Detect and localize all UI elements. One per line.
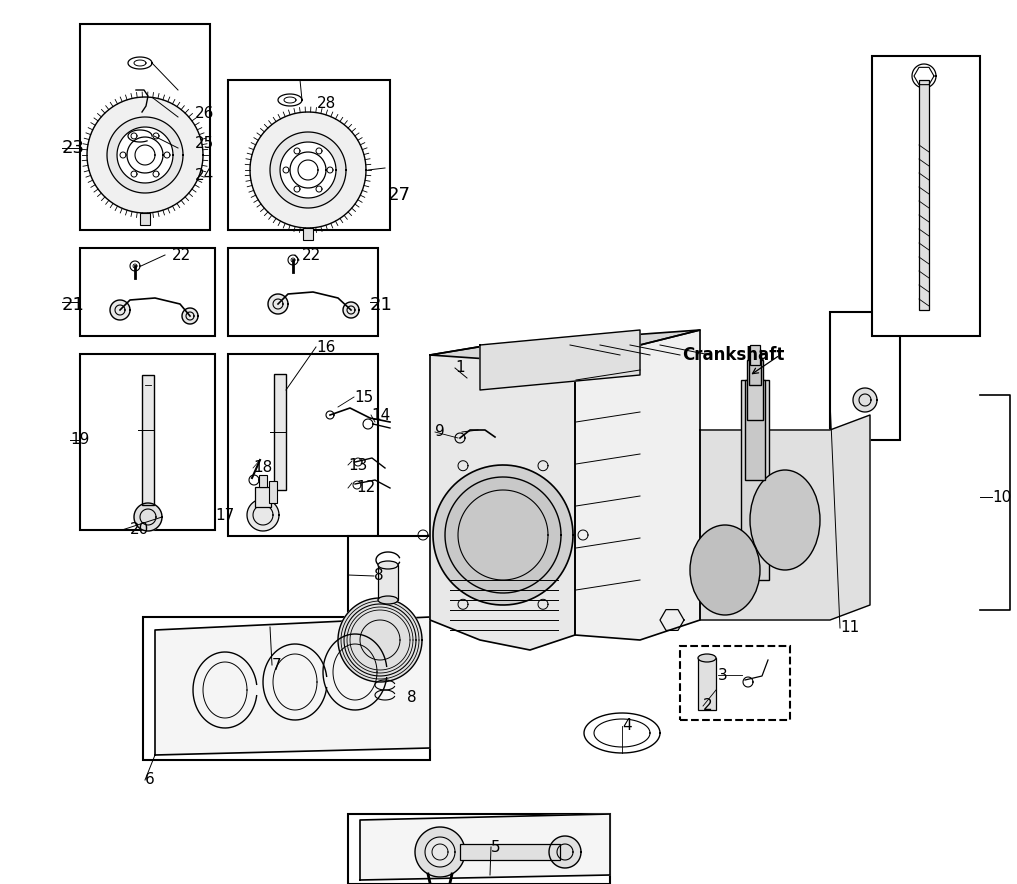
Bar — [378, 565, 398, 600]
Bar — [270, 481, 277, 503]
Bar — [741, 380, 769, 580]
Polygon shape — [343, 302, 359, 318]
Text: 14: 14 — [371, 408, 391, 423]
Bar — [745, 380, 765, 480]
Text: 21: 21 — [62, 296, 84, 314]
Polygon shape — [700, 415, 870, 620]
Text: 21: 21 — [370, 296, 393, 314]
Polygon shape — [433, 465, 573, 605]
Text: 8: 8 — [374, 568, 383, 583]
Polygon shape — [575, 330, 700, 640]
Polygon shape — [430, 345, 575, 650]
Polygon shape — [134, 503, 162, 531]
Bar — [348, 536, 440, 620]
Text: 11: 11 — [840, 621, 859, 636]
Ellipse shape — [690, 525, 760, 615]
Polygon shape — [480, 330, 640, 390]
Text: 8: 8 — [407, 690, 417, 705]
Text: 5: 5 — [491, 840, 500, 855]
Polygon shape — [107, 117, 183, 193]
Ellipse shape — [378, 561, 398, 569]
Bar — [140, 213, 149, 225]
Text: 28: 28 — [317, 96, 337, 111]
Bar — [750, 345, 760, 365]
Text: 23: 23 — [62, 139, 85, 157]
Polygon shape — [117, 127, 173, 183]
Bar — [274, 374, 286, 490]
Bar — [747, 360, 763, 420]
Bar — [142, 375, 154, 505]
Ellipse shape — [750, 470, 820, 570]
Polygon shape — [853, 388, 877, 412]
Bar — [919, 80, 929, 310]
Text: 4: 4 — [622, 719, 632, 734]
Polygon shape — [110, 300, 130, 320]
Ellipse shape — [378, 596, 398, 604]
Text: 2: 2 — [703, 698, 713, 713]
Bar — [255, 487, 271, 507]
Text: 12: 12 — [356, 481, 375, 496]
Bar — [228, 354, 378, 536]
Text: 22: 22 — [172, 248, 191, 263]
Polygon shape — [155, 617, 430, 755]
Text: 15: 15 — [354, 390, 373, 405]
Text: 20: 20 — [130, 522, 149, 537]
Bar — [348, 814, 610, 884]
Bar — [830, 312, 900, 440]
Text: 13: 13 — [348, 458, 367, 473]
Polygon shape — [247, 499, 279, 531]
Text: Crankshaft: Crankshaft — [682, 346, 784, 364]
Polygon shape — [182, 308, 198, 324]
Polygon shape — [445, 477, 561, 593]
Text: 27: 27 — [388, 186, 411, 204]
Bar — [228, 80, 390, 230]
Text: 25: 25 — [195, 135, 215, 150]
Text: 16: 16 — [316, 339, 336, 354]
Text: 7: 7 — [272, 658, 282, 673]
Text: 10: 10 — [992, 490, 1011, 505]
Text: 18: 18 — [253, 461, 273, 476]
Polygon shape — [360, 814, 610, 880]
Polygon shape — [268, 294, 288, 314]
Bar — [80, 248, 215, 336]
Polygon shape — [87, 97, 203, 213]
Bar — [80, 24, 210, 230]
Text: 26: 26 — [195, 105, 215, 120]
Polygon shape — [338, 598, 422, 682]
Polygon shape — [250, 112, 366, 228]
Bar — [698, 658, 716, 710]
Text: 24: 24 — [195, 169, 215, 184]
Text: 19: 19 — [70, 432, 89, 447]
Text: 3: 3 — [718, 667, 728, 682]
Bar — [680, 646, 790, 720]
Text: 6: 6 — [145, 773, 155, 788]
Polygon shape — [425, 837, 455, 867]
Bar — [303, 228, 313, 240]
Polygon shape — [280, 142, 336, 198]
Bar — [460, 844, 560, 860]
Polygon shape — [415, 827, 465, 877]
Bar — [228, 248, 378, 336]
Bar — [80, 354, 215, 530]
Bar — [259, 475, 267, 487]
Bar — [872, 56, 980, 336]
Polygon shape — [270, 132, 346, 208]
Bar — [749, 350, 761, 385]
Text: 22: 22 — [302, 248, 321, 263]
Polygon shape — [430, 330, 700, 365]
Text: 1: 1 — [455, 361, 465, 376]
Bar — [143, 617, 430, 760]
Ellipse shape — [698, 654, 716, 662]
Text: 17: 17 — [215, 508, 234, 523]
Text: 9: 9 — [435, 424, 444, 439]
Polygon shape — [549, 836, 581, 868]
